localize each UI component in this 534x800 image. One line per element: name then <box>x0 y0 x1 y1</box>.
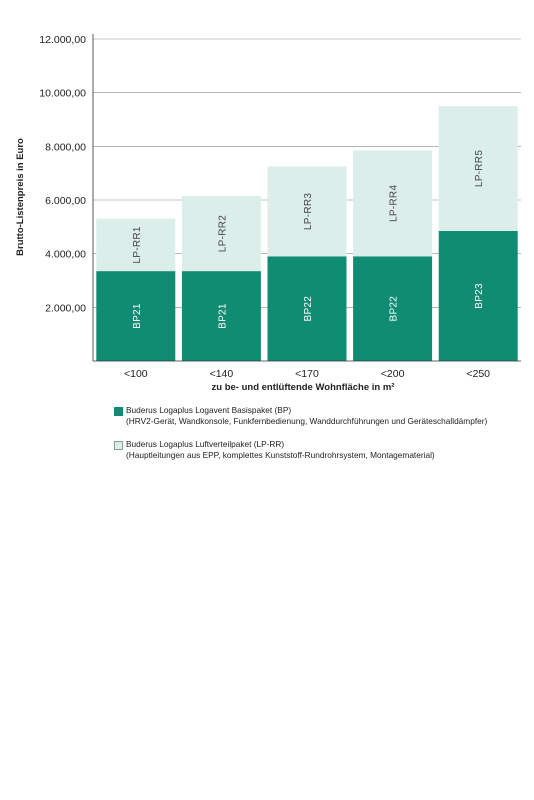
legend-title-bp: Buderus Logaplus Logavent Basispaket (BP… <box>126 405 292 415</box>
bar-segment <box>438 106 518 231</box>
bar-segment <box>96 271 176 361</box>
y-tick-label: 8.000,00 <box>45 141 86 153</box>
y-tick-label: 4.000,00 <box>45 249 86 261</box>
bar-segment <box>96 218 176 272</box>
bar-label: BP22 <box>303 296 314 322</box>
stacked-bar-chart: BP21 LP-RR1 BP21 LP-RR2 BP22 LP-RR3 BP22 LP-RR4… <box>15 34 521 393</box>
tick-labels: 2.000,00 4.000,00 6.000,00 8.000,00 10.000,0… <box>39 34 490 380</box>
bar-segment <box>438 230 518 361</box>
legend-swatch-lp-rr <box>114 441 123 450</box>
bar-segment <box>181 195 261 272</box>
legend-detail-lp-rr: (Hauptleitungen aus EPP, komplettes Kuns… <box>126 450 435 460</box>
x-tick-label: <140 <box>210 368 234 380</box>
bar-label: LP-RR3 <box>303 193 314 231</box>
legend-swatch-bp <box>114 407 123 416</box>
x-tick-label: <100 <box>124 368 148 380</box>
y-axis-label: Brutto-Listenpreis in Euro <box>15 138 26 256</box>
x-tick-label: <250 <box>466 368 490 380</box>
legend-title-lp-rr: Buderus Logaplus Luftverteilpaket (LP-RR… <box>126 439 285 449</box>
bar-segment <box>267 166 347 257</box>
bar-label: BP21 <box>217 303 228 329</box>
bar-label: LP-RR2 <box>217 215 228 253</box>
x-tick-label: <170 <box>295 368 319 380</box>
bar-label: BP22 <box>389 296 400 322</box>
bar-label: BP21 <box>132 303 143 329</box>
bars: BP21 LP-RR1 BP21 LP-RR2 BP22 LP-RR3 BP22 LP-RR4… <box>96 106 518 361</box>
bar-segment <box>267 256 347 361</box>
bar-label: LP-RR4 <box>389 185 400 223</box>
y-tick-label: 2.000,00 <box>45 302 86 314</box>
legend-detail-bp: (HRV2-Gerät, Wandkonsole, Funkfernbedien… <box>126 416 488 426</box>
bar-segment <box>181 271 261 361</box>
y-tick-label: 12.000,00 <box>39 34 86 46</box>
y-tick-label: 10.000,00 <box>39 88 86 100</box>
bar-segment <box>353 150 433 257</box>
bar-segment <box>353 256 433 361</box>
bar-label: LP-RR5 <box>474 150 485 188</box>
bar-label: LP-RR1 <box>132 226 143 264</box>
x-axis-label: zu be- und entlüftende Wohnfläche in m² <box>212 382 395 393</box>
bar-label: BP23 <box>474 283 485 309</box>
y-tick-label: 6.000,00 <box>45 195 86 207</box>
x-tick-label: <200 <box>381 368 405 380</box>
